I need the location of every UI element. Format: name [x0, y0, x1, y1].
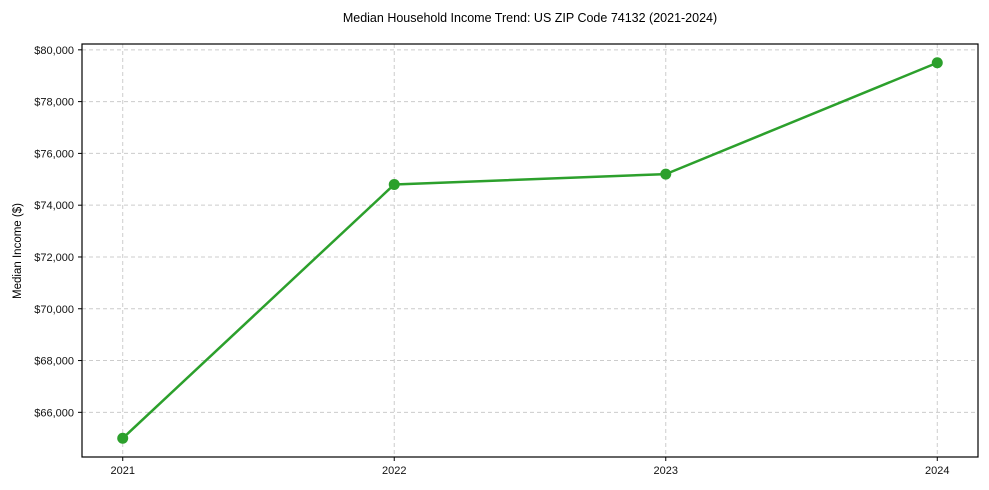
data-point	[117, 432, 129, 444]
x-tick-label: 2024	[925, 465, 949, 477]
plot-border	[81, 43, 979, 458]
y-tick-label: $72,000	[34, 252, 74, 264]
y-tick-label: $78,000	[34, 97, 74, 109]
y-axis-label: Median Income ($)	[12, 203, 24, 299]
y-tick-label: $70,000	[34, 304, 74, 316]
data-point	[660, 168, 672, 180]
trend-line	[121, 61, 939, 440]
data-point	[388, 178, 400, 190]
y-tick-label: $74,000	[34, 200, 74, 212]
y-tick-label: $76,000	[34, 148, 74, 160]
x-tick-label: 2022	[382, 465, 406, 477]
x-tick-label: 2021	[110, 465, 134, 477]
chart-title: Median Household Income Trend: US ZIP Co…	[343, 11, 717, 25]
y-tick-label: $66,000	[34, 407, 74, 419]
y-tick-label: $80,000	[34, 45, 74, 57]
data-point	[931, 57, 943, 69]
x-tick-label: 2023	[654, 465, 678, 477]
plot-area: $66,000 $68,000 $70,000 $72,000 $74,000 $76,0…	[34, 43, 979, 477]
y-tick-label: $68,000	[34, 356, 74, 368]
